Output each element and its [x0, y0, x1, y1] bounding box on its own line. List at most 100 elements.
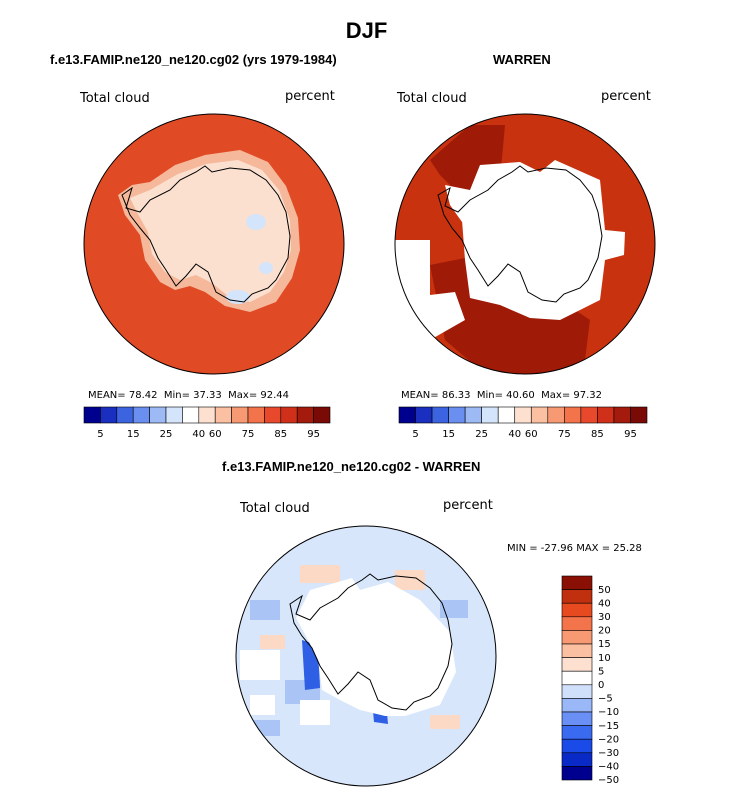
- colorbar-swatch: [561, 630, 593, 645]
- panel3-map: [235, 525, 497, 787]
- panel1-stats: MEAN= 78.42 Min= 37.33 Max= 92.44: [88, 390, 290, 401]
- colorbar-swatch: [561, 589, 593, 604]
- colorbar-tick-label: 40: [598, 598, 611, 609]
- panel2-variable-label: Total cloud: [397, 91, 467, 106]
- colorbar-swatch: [547, 406, 565, 424]
- colorbar-tick-label: −15: [598, 721, 619, 732]
- colorbar-tick-label: 40: [508, 429, 521, 440]
- panel3-positive-anomaly: [260, 635, 285, 649]
- colorbar-swatch: [561, 725, 593, 740]
- colorbar-tick-label: 95: [307, 429, 320, 440]
- colorbar-swatch: [561, 643, 593, 658]
- colorbar-swatch: [561, 657, 593, 672]
- panel3-title: f.e13.FAMIP.ne120_ne120.cg02 - WARREN: [222, 459, 481, 474]
- colorbar-swatch: [514, 406, 532, 424]
- panel1-antarctica-coastline: [121, 165, 291, 303]
- panel1-low-cloud-patch: [226, 290, 250, 304]
- panel3-missing-data-region: [240, 650, 280, 680]
- colorbar-tick-label: −20: [598, 734, 619, 745]
- colorbar-swatch: [313, 406, 331, 424]
- colorbar-swatch: [561, 575, 593, 590]
- colorbar-tick-label: 15: [442, 429, 455, 440]
- colorbar-swatch: [481, 406, 499, 424]
- colorbar-swatch: [415, 406, 433, 424]
- panel3-missing-data-region: [300, 700, 330, 725]
- colorbar-swatch: [398, 406, 416, 424]
- colorbar-tick-label: 75: [558, 429, 571, 440]
- panel3-missing-data-region: [296, 578, 456, 716]
- panel2-antarctica-coastline: [437, 165, 603, 303]
- colorbar-swatch: [630, 406, 648, 424]
- colorbar-swatch: [214, 406, 232, 424]
- panel2-stats: MEAN= 86.33 Min= 40.60 Max= 97.32: [401, 390, 603, 401]
- colorbar-swatch: [247, 406, 265, 424]
- panel1-low-cloud-patch: [259, 262, 273, 274]
- colorbar-swatch: [561, 738, 593, 754]
- colorbar-swatch: [116, 406, 134, 424]
- colorbar-tick-label: 5: [598, 666, 604, 677]
- colorbar-swatch: [597, 406, 615, 424]
- colorbar-tick-label: 25: [160, 429, 173, 440]
- colorbar-swatch: [561, 616, 593, 631]
- panel3-map-border: [235, 525, 497, 787]
- colorbar-tick-label: −5: [598, 694, 613, 705]
- colorbar-swatch: [231, 406, 249, 424]
- panel1-low-cloud-patch: [246, 214, 266, 230]
- colorbar-swatch: [564, 406, 582, 424]
- panel2-units-label: percent: [601, 89, 651, 104]
- colorbar-swatch: [561, 698, 593, 713]
- colorbar-swatch: [448, 406, 466, 424]
- colorbar-tick-label: 15: [127, 429, 140, 440]
- colorbar-tick-label: −50: [598, 775, 619, 786]
- colorbar-swatch: [561, 752, 593, 767]
- colorbar-swatch: [561, 670, 593, 686]
- panel3-stats: MIN = -27.96 MAX = 25.28: [507, 543, 642, 554]
- colorbar-swatch: [182, 406, 200, 424]
- colorbar-swatch: [561, 602, 593, 618]
- colorbar-swatch: [530, 406, 549, 424]
- panel3-variable-label: Total cloud: [240, 501, 310, 516]
- panel3-positive-anomaly: [300, 565, 340, 583]
- panel3-antarctica-coastline: [289, 573, 453, 711]
- colorbar-tick-label: 5: [412, 429, 418, 440]
- panel2-map: [394, 113, 656, 375]
- colorbar-tick-label: 15: [598, 639, 611, 650]
- colorbar-swatch: [431, 406, 449, 424]
- colorbar-swatch: [464, 406, 482, 424]
- panel1-map-border: [83, 113, 345, 375]
- panel1-colorbar: 5 15 25 40 60 75 85 95: [83, 406, 331, 440]
- colorbar-tick-label: 85: [591, 429, 604, 440]
- colorbar-swatch: [561, 711, 593, 726]
- colorbar-swatch: [165, 406, 183, 424]
- colorbar-tick-label: 5: [97, 429, 103, 440]
- colorbar-swatch: [132, 406, 150, 424]
- colorbar-tick-label: 60: [525, 429, 538, 440]
- colorbar-swatch: [280, 406, 298, 424]
- colorbar-swatch: [296, 406, 314, 424]
- colorbar-swatch: [83, 406, 101, 424]
- figure-title: DJF: [345, 18, 388, 43]
- colorbar-tick-label: 30: [598, 612, 611, 623]
- panel3-positive-anomaly: [430, 715, 460, 729]
- panel3-positive-anomaly: [395, 570, 425, 590]
- panel3-negative-anomaly: [250, 600, 280, 620]
- colorbar-tick-label: 50: [598, 585, 611, 596]
- colorbar-swatch: [561, 766, 593, 781]
- panel3-negative-anomaly: [440, 600, 468, 618]
- panel3-units-label: percent: [443, 498, 493, 513]
- panel2-title: WARREN: [493, 52, 551, 67]
- panel2-missing-data-region: [452, 160, 625, 320]
- colorbar-tick-label: 20: [598, 626, 611, 637]
- panel2-map-border: [394, 113, 656, 375]
- panel1-map: [83, 113, 345, 375]
- colorbar-tick-label: −30: [598, 748, 619, 759]
- colorbar-swatch: [613, 406, 631, 424]
- panel2-missing-data-region: [445, 185, 480, 222]
- colorbar-tick-label: 0: [598, 680, 604, 691]
- colorbar-swatch: [561, 684, 593, 699]
- colorbar-swatch: [580, 406, 598, 424]
- panel3-missing-data-region: [250, 695, 275, 715]
- panel2-colorbar: 5 15 25 40 60 75 85 95: [398, 406, 648, 440]
